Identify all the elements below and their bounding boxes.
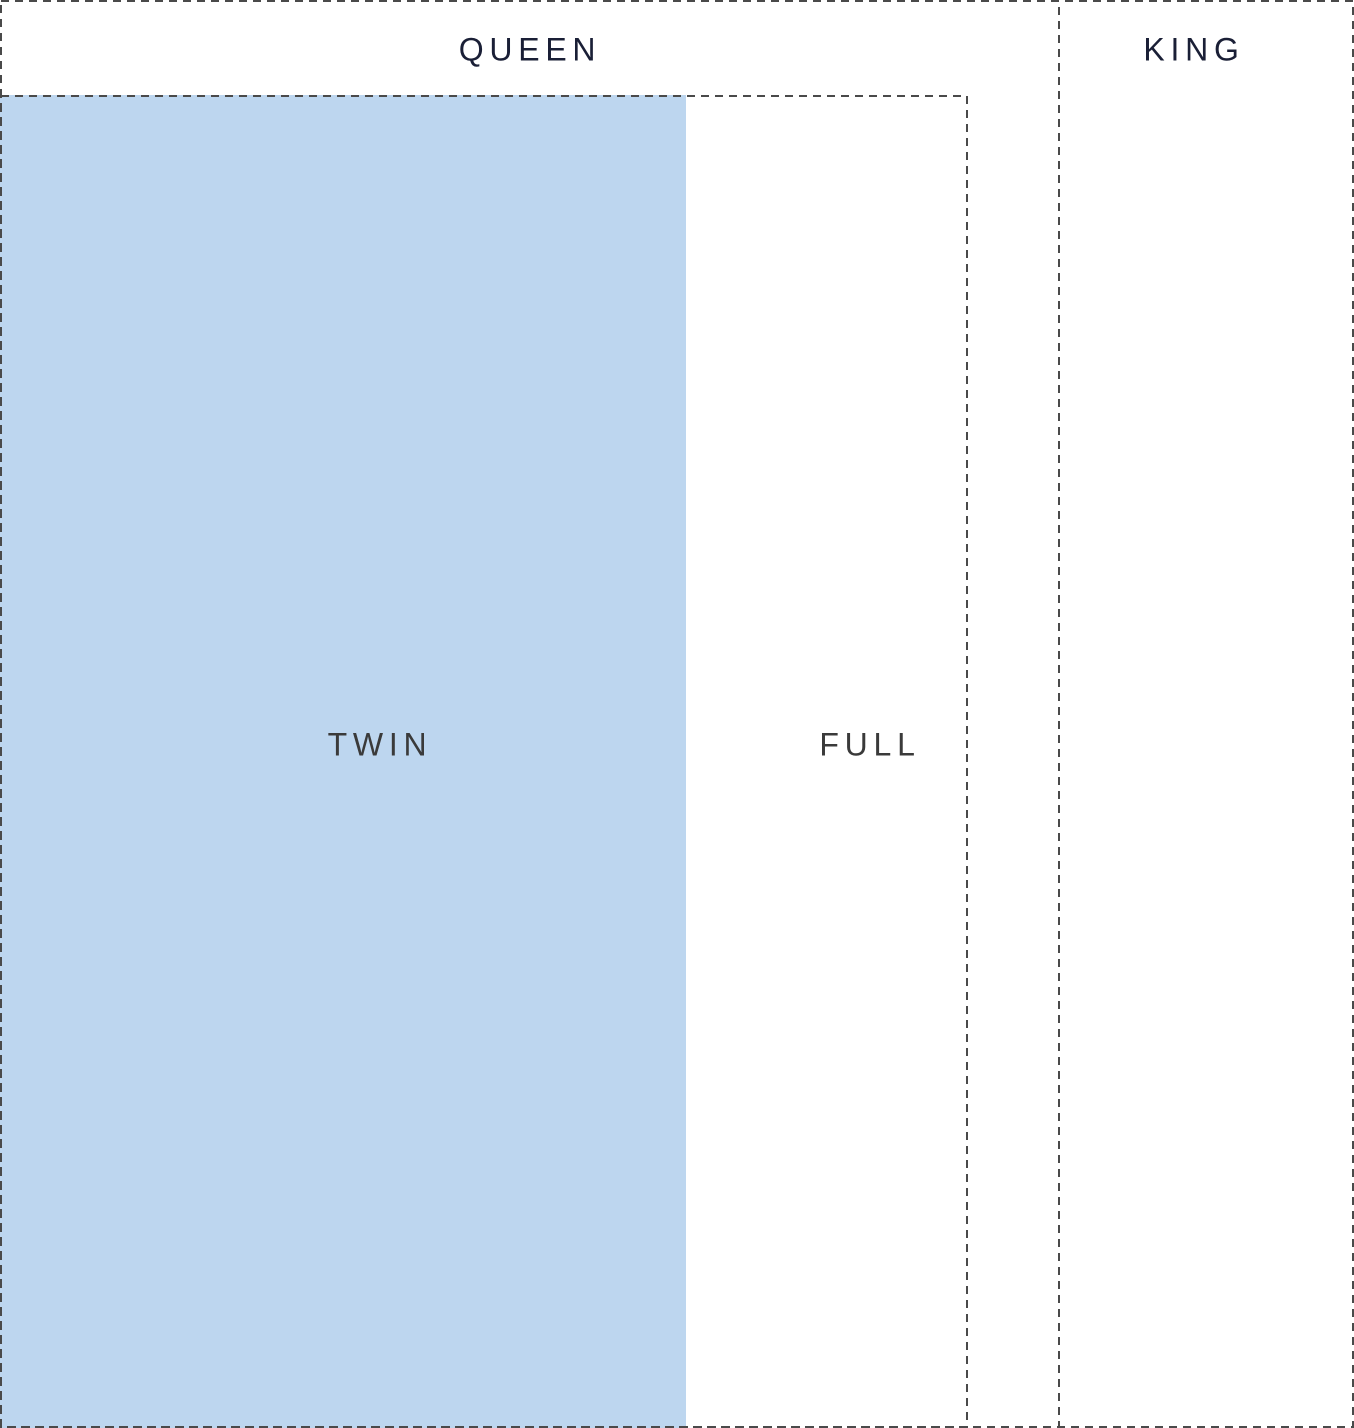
twin-label: TWIN bbox=[328, 727, 433, 764]
queen-label: QUEEN bbox=[459, 32, 602, 69]
king-label: KING bbox=[1143, 32, 1244, 69]
sizes-svg bbox=[0, 0, 1354, 1428]
mattress-size-diagram: KING QUEEN FULL TWIN bbox=[0, 0, 1354, 1428]
full-label: FULL bbox=[819, 727, 920, 764]
